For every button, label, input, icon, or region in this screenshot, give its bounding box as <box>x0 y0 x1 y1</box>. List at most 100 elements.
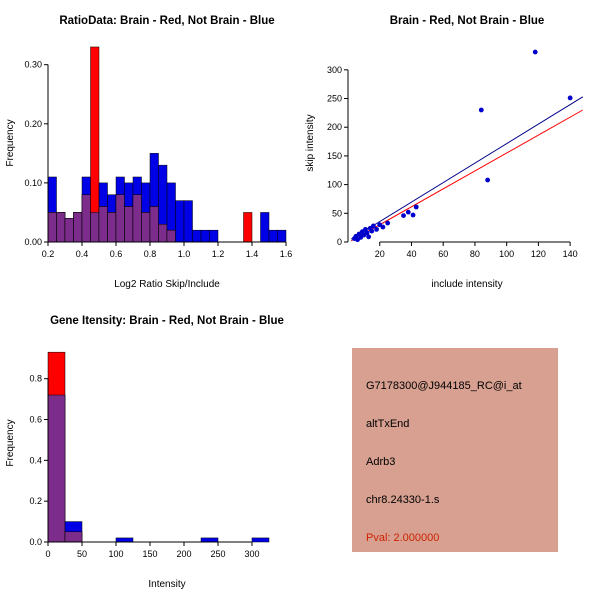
fit-line-blue <box>350 96 584 240</box>
y-axis-label: Frequency <box>5 119 16 166</box>
y-tick-label: 150 <box>327 151 342 161</box>
x-tick-label: 100 <box>108 549 123 559</box>
scatter-point <box>532 49 538 55</box>
y-tick-label: 0.8 <box>29 374 42 384</box>
histogram-bar-blue <box>175 200 185 243</box>
y-tick-label: 50 <box>332 208 342 218</box>
histogram-bar-overlap <box>124 206 134 243</box>
histogram-bar-overlap <box>47 394 66 543</box>
y-tick-label: 0.20 <box>24 119 42 129</box>
histogram-bar-blue <box>192 229 202 243</box>
x-tick-label: 0.2 <box>42 249 55 259</box>
histogram-bar-blue <box>209 229 219 243</box>
y-tick-label: 0 <box>337 237 342 247</box>
y-axis-label: Frequency <box>5 419 16 466</box>
scatter-panel: 20 40 60 80 100 120 140 0 50 100 150 200 250 300 Brain… <box>300 0 600 300</box>
scatter-point <box>485 177 491 183</box>
x-tick-label: 20 <box>375 249 385 259</box>
x-tick-label: 0.8 <box>144 249 157 259</box>
scatter-point <box>374 226 379 232</box>
histogram-bar-overlap <box>166 229 176 243</box>
x-tick-label: 120 <box>531 249 546 259</box>
scatter-point <box>369 228 375 234</box>
scatter-point <box>401 213 406 219</box>
intensity-scatter-chart: 20 40 60 80 100 120 140 0 50 100 150 200 250 300 Brain… <box>305 15 584 290</box>
y-tick-label: 0.0 <box>29 537 42 547</box>
y-tick-label: 0.4 <box>29 455 42 465</box>
scatter-point <box>567 95 573 101</box>
x-tick-label: 1.6 <box>280 249 293 259</box>
histogram-bar-overlap <box>90 212 100 243</box>
histogram-bar-overlap <box>107 212 117 243</box>
chart-title: Brain - Red, Not Brain - Blue <box>390 15 545 27</box>
gene-name-text: Adrb3 <box>366 456 396 468</box>
scatter-point <box>364 230 370 236</box>
info-panel: G7178300@J944185_RC@i_at altTxEnd Adrb3 … <box>300 300 600 600</box>
ratio-histogram-panel: 0.2 0.4 0.6 0.8 1.0 1.2 1.4 1.6 0.00 0.10 0.20 0.30… <box>0 0 300 300</box>
x-tick-label: 0 <box>45 549 50 559</box>
histogram-bar-blue <box>200 229 210 243</box>
histogram-bar-overlap <box>73 212 83 243</box>
chart-title: RatioData: Brain - Red, Not Brain - Blue <box>59 15 274 27</box>
x-tick-label: 250 <box>210 549 225 559</box>
histogram-bar-blue <box>268 229 278 243</box>
histogram-bar-blue <box>200 537 219 543</box>
scatter-point <box>478 107 484 113</box>
scatter-point <box>413 204 419 210</box>
event-type-text: altTxEnd <box>366 418 410 430</box>
y-axis-label: skip intensity <box>305 114 316 171</box>
scatter-point <box>366 234 372 240</box>
histogram-bar-blue <box>251 537 270 543</box>
histogram-bar-blue <box>183 200 193 243</box>
histogram-bar-overlap <box>64 531 83 543</box>
x-tick-label: 100 <box>499 249 514 259</box>
scatter-point <box>410 212 416 218</box>
y-tick-label: 250 <box>327 94 342 104</box>
x-tick-label: 50 <box>77 549 87 559</box>
y-tick-label: 100 <box>327 180 342 190</box>
histogram-bar-blue <box>260 212 270 243</box>
x-tick-label: 1.2 <box>212 249 225 259</box>
x-tick-label: 40 <box>406 249 416 259</box>
y-tick-label: 0.2 <box>29 496 42 506</box>
x-tick-label: 300 <box>244 549 259 559</box>
histogram-bar-overlap <box>149 206 159 243</box>
histogram-bar-overlap <box>56 212 66 243</box>
histogram-bar-overlap <box>98 206 108 243</box>
x-axis-label: Intensity <box>148 579 185 590</box>
x-tick-label: 150 <box>142 549 157 559</box>
histogram-bar-overlap <box>81 194 91 243</box>
chromosome-location-text: chr8.24330-1.s <box>366 494 440 506</box>
x-tick-label: 60 <box>438 249 448 259</box>
y-tick-label: 0.00 <box>24 237 42 247</box>
histogram-bar-overlap <box>132 194 142 243</box>
gene-intensity-histogram-chart: 0 50 100 150 200 250 300 0.0 0.2 0.4 0.6 0.8 Gene It… <box>5 315 284 590</box>
histogram-bar-overlap <box>64 218 74 243</box>
x-tick-label: 200 <box>176 549 191 559</box>
scatter-point <box>405 209 411 215</box>
gene-intensity-panel: 0 50 100 150 200 250 300 0.0 0.2 0.4 0.6 0.8 Gene It… <box>0 300 300 600</box>
info-box: G7178300@J944185_RC@i_at altTxEnd Adrb3 … <box>352 348 558 552</box>
probe-id-text: G7178300@J944185_RC@i_at <box>366 380 522 392</box>
x-tick-label: 140 <box>563 249 578 259</box>
y-tick-label: 0.6 <box>29 415 42 425</box>
x-tick-label: 80 <box>470 249 480 259</box>
scatter-point <box>370 223 376 229</box>
scatter-point <box>385 220 391 226</box>
x-axis-label: include intensity <box>431 279 502 290</box>
histogram-bar-blue <box>277 229 287 243</box>
x-tick-label: 1.4 <box>246 249 259 259</box>
fit-line-red <box>350 109 584 242</box>
x-axis-label: Log2 Ratio Skip/Include <box>114 279 220 290</box>
histogram-bar-red <box>243 212 253 243</box>
y-tick-label: 0.30 <box>24 60 42 70</box>
x-tick-label: 1.0 <box>178 249 191 259</box>
histogram-bar-overlap <box>47 212 57 243</box>
x-tick-label: 0.6 <box>110 249 123 259</box>
ratio-histogram-chart: 0.2 0.4 0.6 0.8 1.0 1.2 1.4 1.6 0.00 0.10 0.20 0.30… <box>5 15 293 290</box>
histogram-bar-blue <box>115 537 134 543</box>
pval-text: Pval: 2.000000 <box>366 532 440 544</box>
histogram-bar-overlap <box>158 224 168 243</box>
chart-title: Gene Itensity: Brain - Red, Not Brain - … <box>50 315 284 327</box>
